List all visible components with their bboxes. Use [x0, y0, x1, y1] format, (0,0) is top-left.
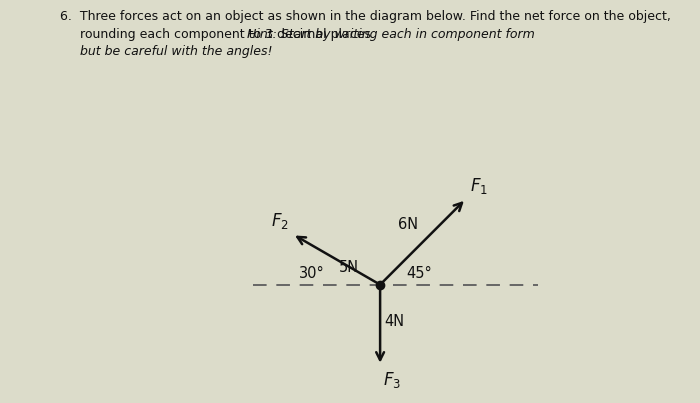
Text: 6N: 6N: [398, 216, 418, 232]
Text: Hint: Start by writing each in component form: Hint: Start by writing each in component…: [247, 28, 535, 41]
Text: 5N: 5N: [339, 260, 358, 275]
Text: rounding each component to 3 decimal places.: rounding each component to 3 decimal pla…: [60, 28, 379, 41]
Text: $\mathit{F}_3$: $\mathit{F}_3$: [383, 370, 401, 391]
Text: $\mathit{F}_1$: $\mathit{F}_1$: [470, 176, 488, 195]
Text: 4N: 4N: [384, 314, 404, 328]
Text: 6.  Three forces act on an object as shown in the diagram below. Find the net fo: 6. Three forces act on an object as show…: [60, 10, 671, 23]
Text: 30°: 30°: [300, 266, 326, 281]
Text: 45°: 45°: [407, 266, 432, 281]
Text: $\mathit{F}_2$: $\mathit{F}_2$: [272, 212, 289, 231]
Text: but be careful with the angles!: but be careful with the angles!: [60, 45, 272, 58]
